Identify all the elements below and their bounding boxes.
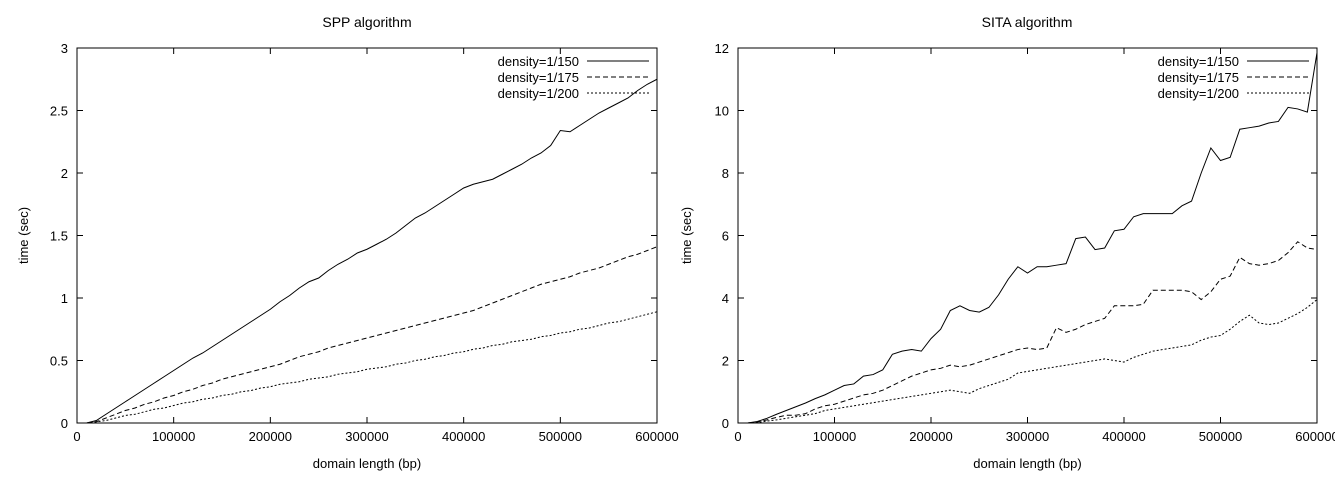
x-tick-label: 400000: [442, 429, 485, 444]
series-line-2: [86, 246, 658, 424]
y-axis-label: time (sec): [16, 207, 31, 264]
series-line-2: [747, 241, 1318, 424]
series-line-3: [747, 299, 1318, 424]
y-tick-label: 1.5: [50, 229, 68, 244]
y-tick-label: 1: [61, 291, 68, 306]
legend-label: density=1/150: [1158, 54, 1239, 69]
y-axis-label: time (sec): [679, 207, 694, 264]
chart-title: SITA algorithm: [982, 14, 1073, 30]
series-line-1: [747, 52, 1318, 424]
y-tick-label: 2: [722, 354, 729, 369]
y-tick-label: 12: [715, 41, 729, 56]
legend-label: density=1/150: [498, 54, 579, 69]
x-axis-label: domain length (bp): [313, 456, 421, 471]
chart-panel-1: SPP algorithm 0 100000 200000 300000 400000 50…: [16, 14, 679, 471]
series-line-1: [86, 78, 658, 424]
y-tick-label: 2.5: [50, 104, 68, 119]
plot-frame: [76, 47, 658, 424]
x-tick-label: 300000: [345, 429, 388, 444]
chart-title: SPP algorithm: [322, 14, 411, 30]
y-tick-label: 6: [722, 229, 729, 244]
y-tick-label: 2: [61, 166, 68, 181]
legend-label: density=1/200: [1158, 86, 1239, 101]
plot-frame: [737, 47, 1318, 424]
x-tick-label: 300000: [1006, 429, 1049, 444]
legend-label: density=1/175: [498, 70, 579, 85]
y-tick-label: 0: [61, 416, 68, 431]
x-tick-label: 600000: [635, 429, 678, 444]
chart-panel-2: SITA algorithm 0 100000 200000 300000 400000 5…: [679, 14, 1335, 471]
x-tick-label: 600000: [1295, 429, 1335, 444]
y-tick-label: 0: [722, 416, 729, 431]
x-tick-label: 0: [734, 429, 741, 444]
y-tick-label: 3: [61, 41, 68, 56]
x-tick-label: 500000: [539, 429, 582, 444]
x-tick-label: 500000: [1199, 429, 1242, 444]
x-tick-label: 100000: [813, 429, 856, 444]
y-tick-label: 8: [722, 166, 729, 181]
x-axis-label: domain length (bp): [973, 456, 1081, 471]
legend-label: density=1/200: [498, 86, 579, 101]
x-tick-label: 0: [73, 429, 80, 444]
x-tick-label: 400000: [1102, 429, 1145, 444]
x-tick-label: 200000: [909, 429, 952, 444]
y-tick-label: 10: [715, 104, 729, 119]
legend-label: density=1/175: [1158, 70, 1239, 85]
series-line-3: [86, 311, 658, 424]
y-tick-label: 4: [722, 291, 729, 306]
x-tick-label: 200000: [249, 429, 292, 444]
x-tick-label: 100000: [152, 429, 195, 444]
y-tick-label: 0.5: [50, 354, 68, 369]
